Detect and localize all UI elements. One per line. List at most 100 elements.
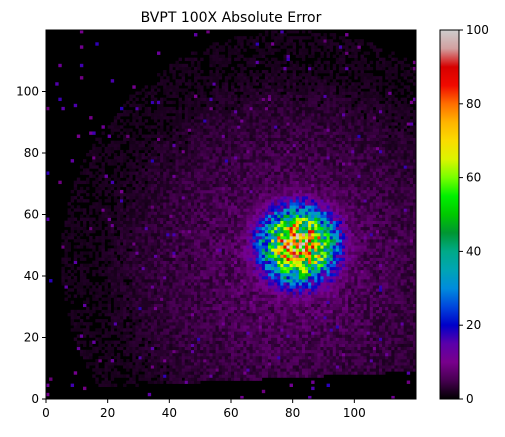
heatmap-cell: [296, 313, 299, 316]
heatmap-cell: [299, 362, 302, 365]
heatmap-cell: [311, 310, 314, 313]
heatmap-cell: [391, 368, 394, 371]
heatmap-cell: [290, 359, 293, 362]
heatmap-cell: [179, 350, 182, 353]
heatmap-cell: [293, 371, 296, 374]
heatmap-cell: [410, 359, 413, 362]
heatmap-cell: [148, 365, 151, 368]
heatmap-cell: [376, 233, 379, 236]
heatmap-cell: [203, 307, 206, 310]
heatmap-cell: [203, 328, 206, 331]
heatmap-cell: [370, 298, 373, 301]
heatmap-cell: [391, 356, 394, 359]
heatmap-cell: [166, 347, 169, 350]
heatmap-cell: [151, 282, 154, 285]
heatmap-cell: [398, 236, 401, 239]
heatmap-cell: [404, 267, 407, 270]
heatmap-cell: [354, 251, 357, 254]
heatmap-cell: [311, 239, 314, 242]
heatmap-cell: [246, 319, 249, 322]
heatmap-cell: [305, 371, 308, 374]
heatmap-cell: [404, 359, 407, 362]
heatmap-cell: [305, 331, 308, 334]
heatmap-cell: [206, 267, 209, 270]
heatmap-cell: [256, 341, 259, 344]
heatmap-cell: [163, 267, 166, 270]
heatmap-cell: [394, 233, 397, 236]
heatmap-cell: [391, 365, 394, 368]
heatmap-cell: [271, 276, 274, 279]
heatmap-cell: [336, 362, 339, 365]
heatmap-cell: [361, 316, 364, 319]
heatmap-cell: [348, 362, 351, 365]
heatmap-cell: [283, 285, 286, 288]
heatmap-cell: [351, 338, 354, 341]
heatmap-cell: [92, 288, 95, 291]
heatmap-cell: [129, 251, 132, 254]
heatmap-cell: [364, 307, 367, 310]
heatmap-cell: [135, 230, 138, 233]
heatmap-cell: [262, 270, 265, 273]
heatmap-cell: [404, 282, 407, 285]
heatmap-cell: [253, 328, 256, 331]
heatmap-cell: [237, 254, 240, 257]
heatmap-cell: [92, 347, 95, 350]
heatmap-cell: [305, 258, 308, 261]
heatmap-cell: [342, 307, 345, 310]
heatmap-cell: [376, 236, 379, 239]
heatmap-cell: [163, 239, 166, 242]
heatmap-cell: [367, 288, 370, 291]
heatmap-cell: [68, 245, 71, 248]
heatmap-cell: [231, 365, 234, 368]
heatmap-cell: [357, 236, 360, 239]
heatmap-cell: [302, 310, 305, 313]
heatmap-cell: [277, 316, 280, 319]
heatmap-cell: [314, 322, 317, 325]
heatmap-cell: [274, 285, 277, 288]
heatmap-cell: [287, 288, 290, 291]
heatmap-cell: [197, 258, 200, 261]
heatmap-cell: [373, 282, 376, 285]
heatmap-cell: [176, 254, 179, 257]
heatmap-cell: [185, 282, 188, 285]
heatmap-cell: [342, 233, 345, 236]
heatmap-cell: [271, 264, 274, 267]
heatmap-cell: [216, 362, 219, 365]
heatmap-cell: [262, 368, 265, 371]
heatmap-cell: [231, 288, 234, 291]
heatmap-cell: [163, 319, 166, 322]
heatmap-cell: [120, 230, 123, 233]
heatmap-cell: [216, 285, 219, 288]
heatmap-cell: [200, 371, 203, 374]
heatmap-cell: [265, 359, 268, 362]
heatmap-cell: [166, 359, 169, 362]
heatmap-cell: [317, 291, 320, 294]
heatmap-cell: [86, 298, 89, 301]
heatmap-cell: [401, 248, 404, 251]
heatmap-cell: [74, 233, 77, 236]
heatmap-cell: [231, 233, 234, 236]
heatmap-cell: [314, 301, 317, 304]
heatmap-cell: [191, 365, 194, 368]
heatmap-cell: [172, 338, 175, 341]
heatmap-cell: [179, 264, 182, 267]
heatmap-cell: [364, 319, 367, 322]
heatmap-cell: [339, 288, 342, 291]
heatmap-cell: [373, 334, 376, 337]
heatmap-cell: [345, 338, 348, 341]
heatmap-cell: [203, 362, 206, 365]
heatmap-cell: [240, 374, 243, 377]
heatmap-cell: [216, 347, 219, 350]
heatmap-cell: [404, 319, 407, 322]
heatmap-cell: [98, 285, 101, 288]
heatmap-cell: [231, 276, 234, 279]
heatmap-cell: [240, 359, 243, 362]
heatmap-cell: [290, 288, 293, 291]
heatmap-cell: [98, 258, 101, 261]
heatmap-cell: [379, 239, 382, 242]
heatmap-cell: [351, 273, 354, 276]
heatmap-cell: [361, 341, 364, 344]
heatmap-cell: [123, 350, 126, 353]
heatmap-cell: [213, 236, 216, 239]
heatmap-cell: [154, 285, 157, 288]
